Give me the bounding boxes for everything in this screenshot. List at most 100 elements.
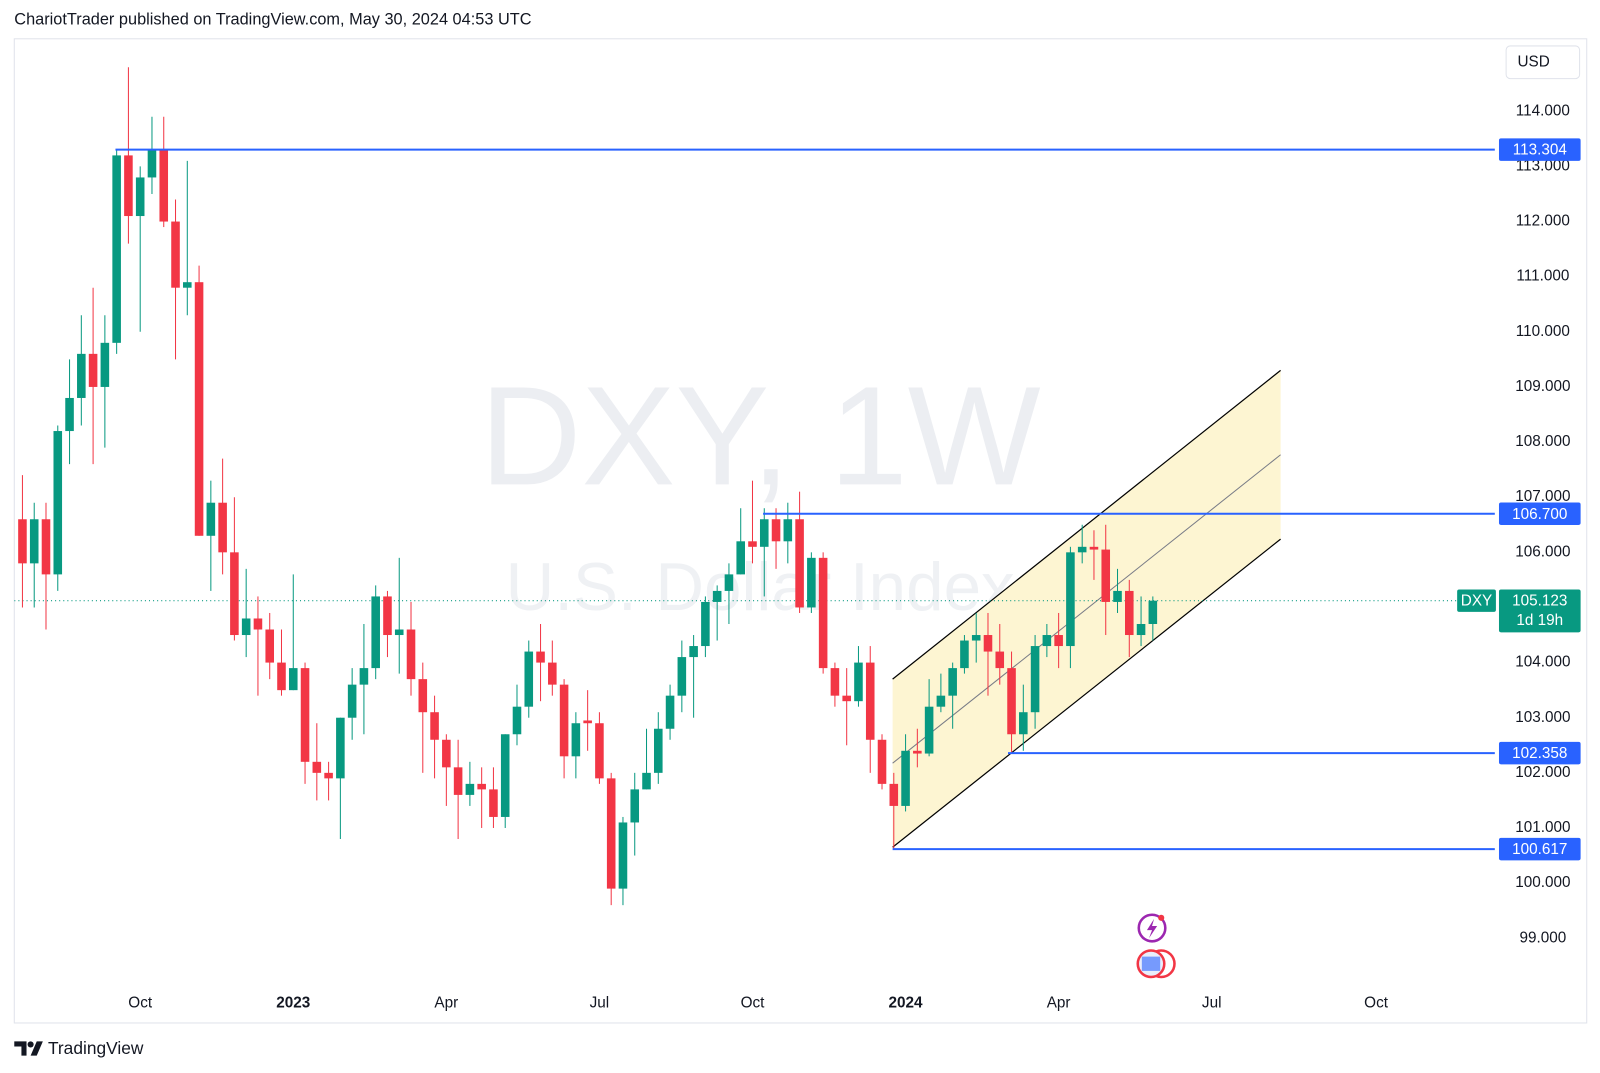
candle-body [583, 720, 592, 724]
candle-body [842, 695, 851, 702]
candle-body [524, 651, 534, 707]
candle-body [500, 734, 510, 817]
candle-body [889, 783, 899, 806]
candle-body [795, 519, 804, 608]
last-price-label: 105.123 [1512, 593, 1567, 610]
candle-body [324, 772, 333, 779]
candle-body [642, 772, 651, 790]
candle-body [241, 618, 251, 636]
candle-body [100, 342, 110, 387]
candle-body [453, 767, 463, 795]
candle-body [277, 662, 286, 691]
candle-body [818, 557, 828, 669]
currency-label[interactable]: USD [1518, 53, 1550, 70]
watermark-subtitle: U.S. Dollar Index [506, 550, 1015, 625]
logo-dot [27, 1041, 34, 1048]
symbol-label: DXY [1461, 593, 1492, 610]
candle-body [689, 646, 698, 658]
candle-body [830, 668, 840, 696]
candle-body [748, 541, 757, 547]
x-tick-label: Apr [434, 995, 458, 1012]
event-flag [1141, 956, 1161, 971]
x-tick-label: Oct [1364, 995, 1389, 1012]
candle-body [759, 519, 769, 547]
candle-body [394, 629, 404, 636]
candle-body [654, 728, 663, 773]
event-icons[interactable] [1136, 913, 1176, 979]
x-tick-label: 2024 [889, 995, 924, 1012]
candle-body [65, 397, 74, 432]
y-tick-label: 111.000 [1516, 268, 1569, 285]
candle-body [983, 635, 993, 652]
candle-body [1077, 546, 1087, 553]
candle-body [135, 177, 145, 217]
candle-body [571, 723, 581, 757]
candle-body [1030, 646, 1040, 713]
x-tick-label: 2023 [276, 995, 310, 1012]
candle-body [406, 629, 416, 680]
candle-body [253, 618, 263, 630]
footer-text: TradingView [48, 1038, 144, 1058]
candle-body [559, 684, 569, 757]
candle-body [1066, 552, 1075, 647]
y-tick-label: 99.000 [1519, 929, 1566, 946]
candle-body [88, 353, 98, 387]
y-tick-label: 109.000 [1515, 378, 1570, 395]
channel-upper [892, 369, 1281, 680]
candle-body [288, 668, 298, 691]
candle-body [418, 679, 428, 713]
level-label: 113.304 [1513, 142, 1568, 159]
candle-body [112, 155, 121, 343]
y-tick-label: 106.000 [1515, 543, 1570, 560]
candle-body [41, 519, 51, 575]
candle-body [171, 221, 180, 288]
candle-body [1019, 712, 1028, 735]
level-label-box [1498, 837, 1581, 861]
candle-body [807, 557, 816, 608]
y-tick-label: 112.000 [1516, 213, 1570, 230]
candle-body [677, 657, 687, 696]
candle-body [936, 695, 946, 707]
y-tick-label: 102.000 [1515, 764, 1570, 781]
y-tick-label: 108.000 [1515, 433, 1570, 450]
candle-body [477, 783, 486, 790]
candle-body [183, 282, 192, 288]
candle-body [383, 596, 392, 636]
candle-body [618, 822, 628, 889]
level-label: 102.358 [1512, 745, 1567, 762]
candle-body [913, 750, 922, 754]
candle-body [147, 149, 157, 178]
last-price-box [1498, 589, 1581, 633]
candle-body [865, 662, 875, 740]
candle-body [783, 519, 793, 542]
y-tick-label: 100.000 [1515, 874, 1570, 891]
candle-body [371, 596, 380, 669]
candle-body [924, 706, 934, 754]
candle-body [877, 739, 887, 784]
y-tick-label: 113.000 [1516, 157, 1570, 174]
candle-body [465, 783, 475, 795]
candle-body [124, 155, 133, 217]
x-tick-label: Apr [1047, 995, 1071, 1012]
candle-body [265, 629, 275, 663]
candle-body [336, 717, 345, 779]
candle-body [194, 282, 204, 536]
candle-body [230, 552, 239, 636]
candle-body [442, 739, 451, 768]
channel-middle [892, 454, 1281, 764]
candle-body [312, 761, 322, 773]
candle-body [53, 431, 63, 575]
candle-body [1054, 635, 1063, 647]
candle-body [430, 712, 439, 740]
currency-box[interactable] [1505, 45, 1581, 80]
candle-body [77, 353, 86, 398]
candle-body [995, 651, 1005, 669]
candle-body [736, 541, 746, 575]
y-tick-label: 110.000 [1516, 323, 1570, 340]
candle-body [630, 789, 640, 823]
x-tick-label: Oct [128, 995, 153, 1012]
level-label-box [1498, 741, 1581, 765]
candle-body [1007, 668, 1016, 735]
candle-body [948, 668, 957, 696]
